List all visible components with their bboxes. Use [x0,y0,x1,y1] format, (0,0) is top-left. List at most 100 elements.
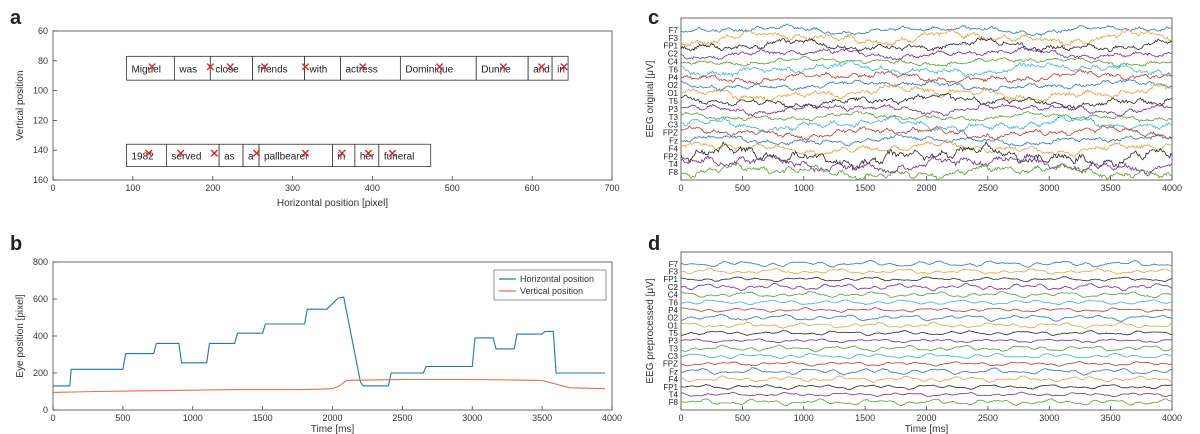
channel-label: C3 [668,121,679,130]
legend-box [493,269,607,301]
x-tick-label: 2000 [322,413,342,423]
channel-label: P3 [668,105,678,114]
y-axis-label: EEG original [μV] [645,60,656,137]
fixation-marker [145,149,153,157]
channel-label: FPZ [663,360,678,369]
eeg-trace-fp1 [680,276,1173,283]
y-tick-label: 0 [43,405,48,415]
channel-label: F4 [669,375,679,384]
fixation-marker [226,63,234,71]
channel-label: P4 [668,73,678,82]
eeg-trace-c3 [680,352,1173,360]
fixation-stroke [252,149,261,157]
eeg-trace-t3 [680,110,1173,123]
axes-frame [680,17,1173,181]
eeg-trace-p3 [680,338,1173,344]
x-tick-label: 3500 [1101,183,1121,193]
eeg-trace-fpz [680,125,1173,141]
eeg-trace-c4 [680,291,1173,299]
fixation-stroke [499,63,508,71]
channel-label: FP1 [663,383,678,392]
fixation-stroke [145,149,153,157]
word-line2-text: in [338,151,346,162]
eeg-trace-c3 [680,115,1173,134]
channel-label: F7 [669,260,679,269]
y-axis-label: Eye position [pixel] [15,294,26,378]
eeg-trace-c4 [680,55,1173,68]
fixation-stroke [301,149,310,157]
fixation-marker [560,63,568,71]
channel-label: C3 [668,352,679,361]
fixation-stroke [560,63,568,71]
x-axis-label: Horizontal position [pixel] [277,198,388,209]
y-tick-label: 160 [33,175,48,185]
x-axis-label: Time [ms] [311,424,355,434]
eeg-trace-f4 [680,139,1173,158]
channel-label: F4 [669,144,679,153]
eeg-trace-fz [680,133,1173,147]
eeg-trace-f7 [680,23,1173,37]
y-tick-label: 80 [38,56,48,66]
chart-d-eeg-preprocessed: 0 500 1000 1500 2000 2500 3000 3500 4000 Time [ms… [645,251,1182,434]
channel-label: C4 [668,291,679,300]
eeg-trace-o2 [680,79,1173,93]
fixation-stroke [206,63,215,71]
panel-label-b: b [10,233,22,255]
fixation-stroke [359,63,367,71]
fixation-stroke [538,63,546,71]
eeg-trace-fp2 [680,141,1173,171]
x-tick-label: 500 [735,183,750,193]
word-line2-text: served [171,151,201,162]
y-tick-label: 400 [33,331,48,341]
x-tick-label: 4000 [602,413,622,423]
channel-label: Fz [669,367,678,376]
eeg-trace-t3 [680,344,1173,353]
eeg-trace-f8 [681,162,1173,182]
word-line2-text: funeral [384,151,415,162]
word-line2-text: 1982 [131,151,154,162]
x-tick-label: 200 [205,183,220,193]
series-line-horizontal [53,296,605,387]
y-tick-label: 200 [33,368,48,378]
eeg-trace-c2 [680,46,1173,61]
fixation-stroke [364,149,373,157]
fixation-marker [499,63,508,71]
eeg-trace-t4 [680,391,1173,398]
eeg-trace-o2 [680,313,1173,322]
fixation-marker [359,63,367,71]
x-tick-label: 600 [525,183,540,193]
channel-label: C2 [668,50,679,59]
x-tick-label: 3500 [532,413,552,423]
eeg-trace-t5 [680,92,1173,110]
channel-label: O1 [667,321,678,330]
fixation-marker [338,149,346,157]
fixation-stroke [435,63,444,71]
legend-label: Vertical position [520,286,583,296]
channel-label: T4 [669,160,679,169]
x-tick-label: 4000 [1162,183,1182,193]
eeg-trace-p3 [680,103,1173,117]
eeg-trace-o1 [680,83,1173,104]
fixation-marker [177,149,185,157]
fixation-marker [301,63,310,71]
x-tick-label: 500 [115,413,130,423]
y-tick-label: 60 [38,26,48,36]
channel-label: P4 [668,306,678,315]
eeg-trace-t6 [680,299,1173,306]
eeg-trace-f8 [681,398,1173,407]
fixation-marker [435,63,444,71]
fixation-stroke [260,63,269,71]
eeg-trace-fp1 [680,384,1173,390]
x-tick-label: 500 [445,183,460,193]
x-tick-label: 500 [735,413,750,423]
x-tick-label: 3500 [1101,413,1121,423]
word-line1-box [551,55,569,81]
word-line1-text: with [309,64,328,75]
fixation-stroke [210,149,219,157]
fixation-stroke [388,149,397,157]
channel-label: F3 [669,268,679,277]
fixation-marker [364,149,373,157]
channel-label: FP1 [663,275,678,284]
eeg-trace-t4 [680,152,1173,177]
eeg-trace-f7 [680,259,1172,268]
